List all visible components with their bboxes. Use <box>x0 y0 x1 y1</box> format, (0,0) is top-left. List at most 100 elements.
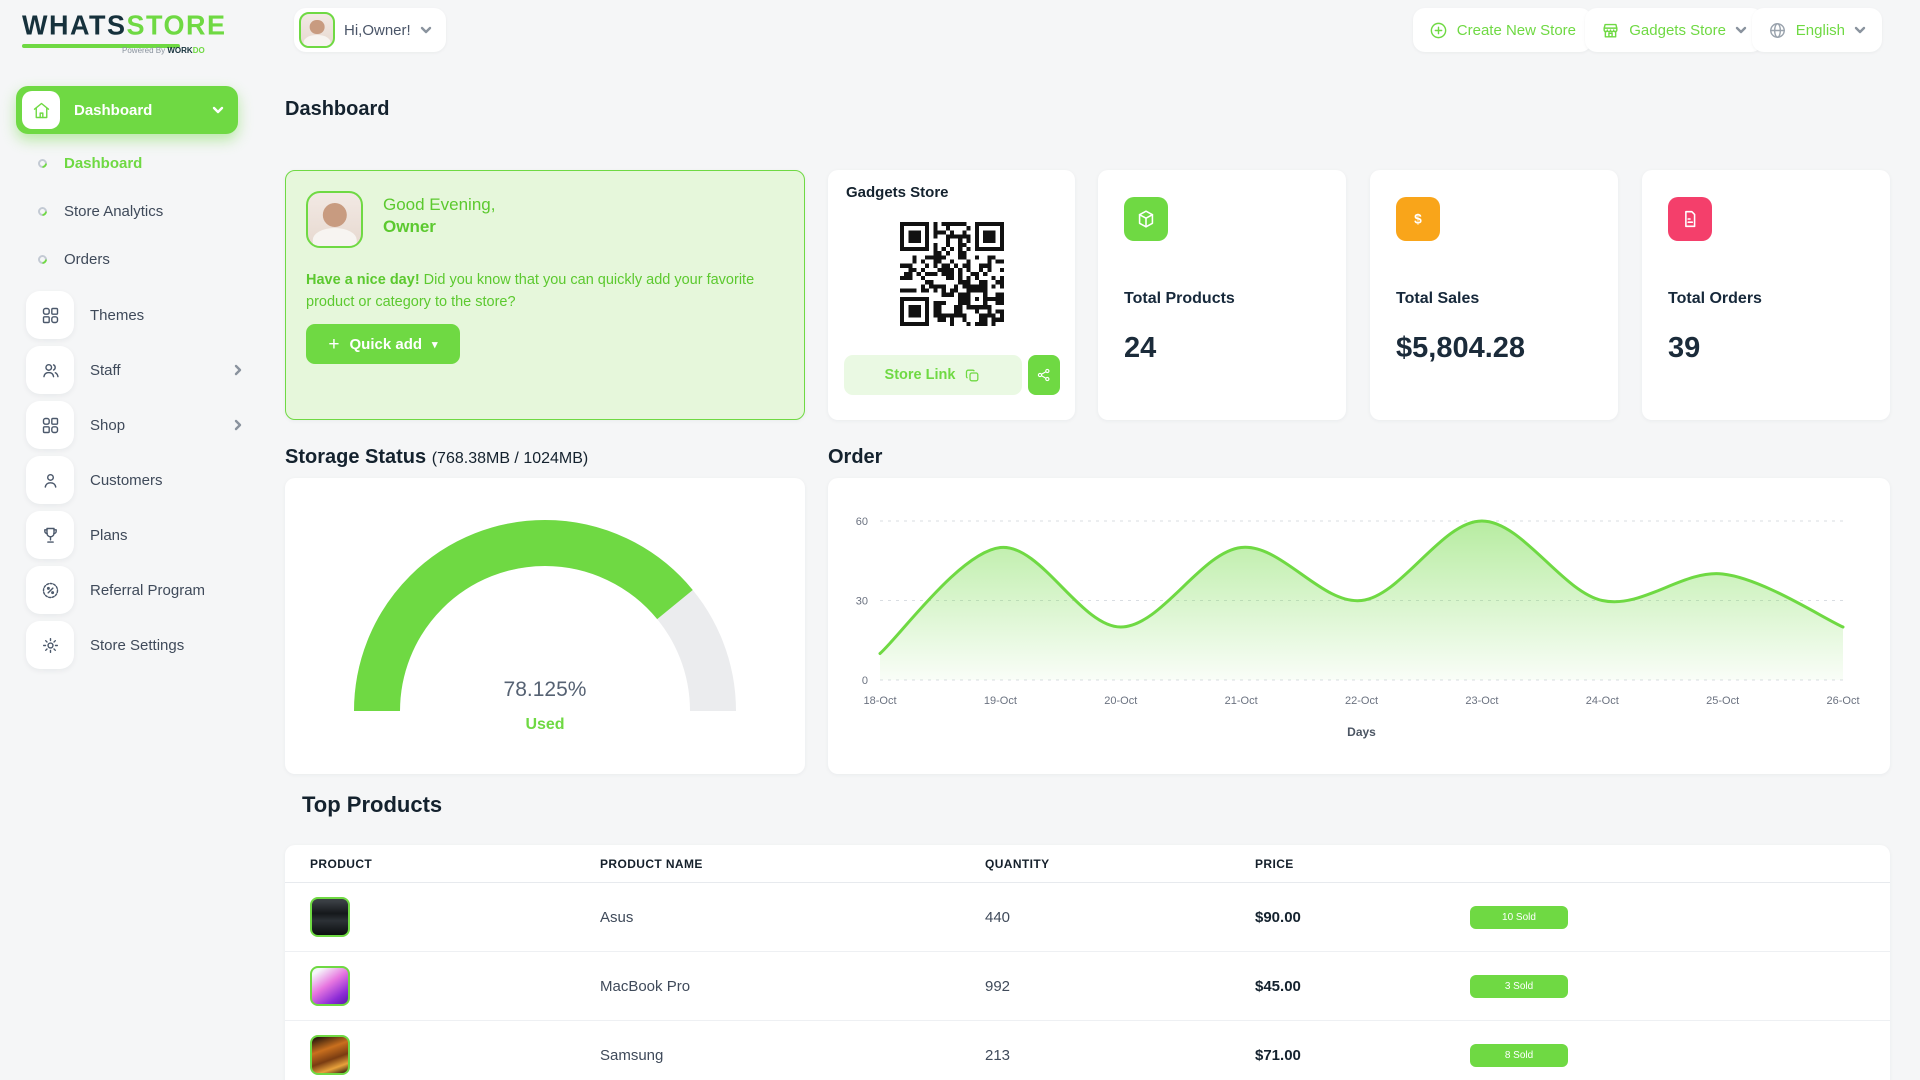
sidebar-item-store-analytics[interactable]: Store Analytics <box>36 198 163 224</box>
svg-text:24-Oct: 24-Oct <box>1586 695 1619 707</box>
sidebar-item-referral-program[interactable]: Referral Program <box>26 566 252 614</box>
svg-text:$: $ <box>1414 212 1422 227</box>
sidebar-item-dashboard[interactable]: Dashboard <box>36 150 142 176</box>
product-price: $45.00 <box>1255 977 1301 995</box>
storage-gauge-card: 78.125% Used <box>285 478 805 774</box>
user-menu-chip[interactable]: Hi,Owner! <box>294 8 446 52</box>
chevron-right-icon <box>234 364 242 376</box>
store-name-label: Gadgets Store <box>846 184 949 201</box>
caret-down-icon: ▾ <box>432 338 438 351</box>
sold-badge: 3 Sold <box>1470 974 1568 998</box>
column-header: PRICE <box>1255 856 1294 871</box>
column-header: QUANTITY <box>985 856 1050 871</box>
total-sales-card: $ Total Sales $5,804.28 <box>1370 170 1618 420</box>
sidebar-item-customers[interactable]: Customers <box>26 456 252 504</box>
table-header-row: PRODUCT PRODUCT NAME QUANTITY PRICE <box>285 845 1890 883</box>
sidebar-item-plans[interactable]: Plans <box>26 511 252 559</box>
product-quantity: 440 <box>985 908 1011 926</box>
svg-text:60: 60 <box>856 516 868 528</box>
powered-by-label: Powered By WORKDO <box>122 46 205 55</box>
greeting-message: Have a nice day! Did you know that you c… <box>306 272 755 311</box>
store-qr-code <box>900 222 1004 326</box>
chevron-down-icon <box>1854 26 1866 34</box>
total-orders-card: Total Orders 39 <box>1642 170 1890 420</box>
storage-usage-label: (768.38MB / 1024MB) <box>431 450 589 467</box>
owner-avatar <box>306 191 363 248</box>
page-title: Dashboard <box>285 98 390 120</box>
table-row[interactable]: MacBook Pro 992 $45.00 3 Sold <box>285 952 1890 1021</box>
store-link-button[interactable]: Store Link <box>844 355 1022 395</box>
product-thumbnail <box>310 1035 350 1075</box>
plus-circle-icon <box>1430 22 1447 38</box>
plus-icon: + <box>328 333 340 355</box>
product-name: MacBook Pro <box>600 977 691 995</box>
stat-label: Total Sales <box>1396 290 1480 307</box>
sidebar-group-dashboard[interactable]: Dashboard <box>16 86 238 134</box>
storefront-icon <box>1603 23 1618 38</box>
globe-icon <box>1769 22 1785 38</box>
order-chart-card: 0 30 60 18-Oct 19-Oct 20-Oct 21-Oct 22-Oct 23-Oc… <box>828 478 1890 774</box>
sold-badge: 8 Sold <box>1470 1043 1568 1067</box>
storage-gauge <box>354 520 736 712</box>
order-chart-heading: Order <box>828 446 883 468</box>
product-thumbnail <box>310 966 350 1006</box>
product-name: Samsung <box>600 1046 664 1064</box>
dollar-icon: $ <box>1396 197 1440 241</box>
stat-label: Total Orders <box>1668 290 1762 307</box>
table-row[interactable]: Asus 440 $90.00 10 Sold <box>285 883 1890 952</box>
share-button[interactable] <box>1028 355 1060 395</box>
svg-text:22-Oct: 22-Oct <box>1345 695 1378 707</box>
storage-used-label: Used <box>525 716 565 733</box>
store-qr-card: Gadgets Store Store Link <box>828 170 1075 420</box>
stat-value: $5,804.28 <box>1396 332 1526 364</box>
stat-value: 39 <box>1668 332 1701 364</box>
svg-text:30: 30 <box>856 596 868 608</box>
product-thumbnail <box>310 897 350 937</box>
product-price: $71.00 <box>1255 1046 1301 1064</box>
language-dropdown[interactable]: English <box>1751 8 1882 52</box>
storage-status-heading: Storage Status (768.38MB / 1024MB) <box>285 446 589 468</box>
product-price: $90.00 <box>1255 908 1301 926</box>
product-quantity: 992 <box>985 977 1011 995</box>
column-header: PRODUCT NAME <box>600 856 703 871</box>
create-new-store-button[interactable]: Create New Store <box>1412 8 1592 52</box>
order-area-chart: 0 30 60 18-Oct 19-Oct 20-Oct 21-Oct 22-Oct 23-Oc… <box>856 516 1860 739</box>
sidebar-item-orders[interactable]: Orders <box>36 246 110 272</box>
trophy-icon <box>26 511 74 559</box>
total-products-card: Total Products 24 <box>1098 170 1346 420</box>
table-row[interactable]: Samsung 213 $71.00 8 Sold <box>285 1021 1890 1080</box>
copy-icon <box>966 369 979 381</box>
chevron-down-icon <box>212 106 224 114</box>
svg-text:21-Oct: 21-Oct <box>1225 695 1258 707</box>
stat-value: 24 <box>1124 332 1157 364</box>
svg-text:26-Oct: 26-Oct <box>1826 695 1859 707</box>
sold-badge: 10 Sold <box>1470 905 1568 929</box>
sidebar-item-themes[interactable]: Themes <box>26 291 252 339</box>
svg-text:0: 0 <box>862 675 868 687</box>
stat-label: Total Products <box>1124 290 1235 307</box>
storage-percent-value: 78.125% <box>503 678 587 701</box>
whatsstore-logo[interactable]: WHATSSTORE Powered By WORKDO <box>22 9 227 55</box>
svg-text:25-Oct: 25-Oct <box>1706 695 1739 707</box>
top-products-heading: Top Products <box>302 792 443 817</box>
greeting-line: Good Evening, <box>383 195 496 214</box>
sidebar-item-staff[interactable]: Staff <box>26 346 252 394</box>
logo-text: WHATSSTORE <box>22 9 227 41</box>
bullet-icon <box>36 252 49 266</box>
svg-text:20-Oct: 20-Oct <box>1104 695 1137 707</box>
svg-text:23-Oct: 23-Oct <box>1465 695 1498 707</box>
bullet-icon <box>36 204 49 218</box>
greeting-owner-name: Owner <box>383 217 436 236</box>
user-icon <box>26 456 74 504</box>
sidebar-item-shop[interactable]: Shop <box>26 401 252 449</box>
store-selector-dropdown[interactable]: Gadgets Store <box>1585 8 1763 52</box>
svg-text:Days: Days <box>1347 725 1376 739</box>
share-icon <box>1037 368 1050 382</box>
product-name: Asus <box>600 908 634 926</box>
grid-icon <box>26 291 74 339</box>
quick-add-button[interactable]: + Quick add ▾ <box>306 324 460 364</box>
gear-icon <box>26 621 74 669</box>
sidebar-item-store-settings[interactable]: Store Settings <box>26 621 252 669</box>
column-header: PRODUCT <box>310 856 373 871</box>
